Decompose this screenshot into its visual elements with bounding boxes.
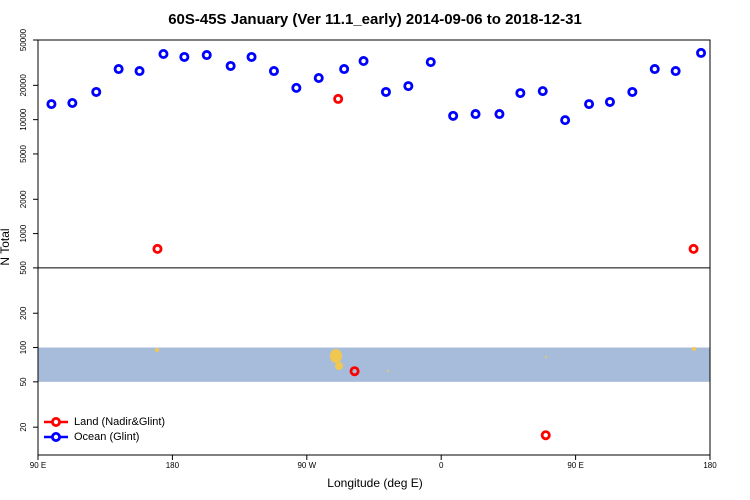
point: [46, 99, 57, 110]
y-tick-label: 20000: [19, 74, 28, 97]
y-axis-label: N Total: [0, 228, 12, 265]
x-tick-label: 90 W: [297, 461, 316, 470]
x-tick-label: 180: [703, 461, 717, 470]
ocean-band: [38, 347, 710, 382]
plot-frame: [37, 39, 711, 456]
point: [470, 109, 481, 120]
point: [113, 64, 124, 75]
point: [225, 60, 236, 71]
point: [246, 51, 257, 62]
point: [425, 57, 436, 68]
point: [584, 99, 595, 110]
point: [179, 51, 190, 62]
point: [339, 64, 350, 75]
point: [358, 56, 369, 67]
y-tick-label: 1000: [19, 224, 28, 242]
point: [448, 110, 459, 121]
x-tick-label: 0: [439, 461, 444, 470]
point: [494, 109, 505, 120]
legend-marker: [51, 416, 62, 427]
point: [91, 86, 102, 97]
legend-label: Land (Nadir&Glint): [74, 416, 165, 428]
y-tick-label: 2000: [19, 190, 28, 208]
x-tick-label: 180: [166, 461, 180, 470]
point: [380, 86, 391, 97]
point: [134, 66, 145, 77]
point: [688, 243, 699, 254]
point: [67, 97, 78, 108]
point: [696, 47, 707, 58]
point: [158, 48, 169, 59]
legend-label: Ocean (Glint): [74, 431, 139, 443]
point: [604, 96, 615, 107]
y-tick-label: 50: [19, 377, 28, 386]
point: [537, 86, 548, 97]
point: [201, 50, 212, 61]
y-tick-label: 20: [19, 422, 28, 431]
chart-title: 60S-45S January (Ver 11.1_early) 2014-09…: [168, 11, 582, 28]
point: [333, 93, 344, 104]
point: [313, 72, 324, 83]
x-tick-label: 90 E: [567, 461, 583, 470]
point: [291, 82, 302, 93]
point: [670, 66, 681, 77]
point: [349, 366, 360, 377]
point: [515, 88, 526, 99]
point: [649, 64, 660, 75]
point: [403, 81, 414, 92]
y-tick-label: 100: [19, 340, 28, 354]
point: [560, 115, 571, 126]
point: [540, 430, 551, 441]
point: [627, 86, 638, 97]
y-tick-label: 500: [19, 261, 28, 275]
x-axis-label: Longitude (deg E): [327, 476, 422, 490]
y-tick-label: 5000: [19, 144, 28, 162]
point: [152, 243, 163, 254]
y-tick-label: 50000: [19, 28, 28, 51]
legend-marker: [51, 431, 62, 442]
y-tick-label: 200: [19, 306, 28, 320]
land-outline: [155, 347, 696, 372]
x-tick-label: 90 E: [30, 461, 46, 470]
point: [268, 66, 279, 77]
y-tick-label: 10000: [19, 108, 28, 131]
